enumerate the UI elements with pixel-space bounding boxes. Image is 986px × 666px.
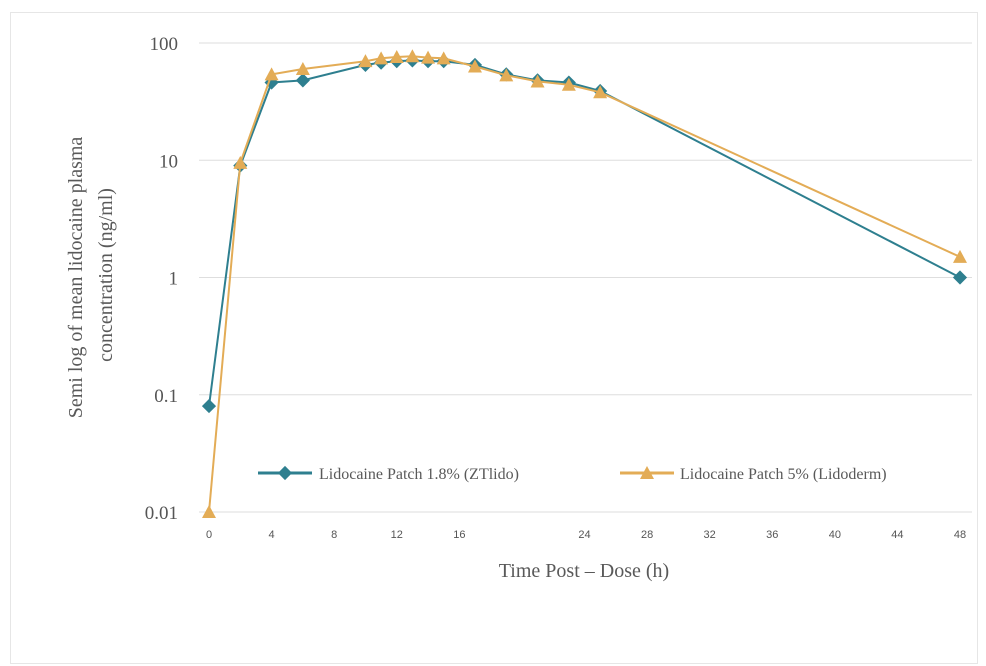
data-point-triangle <box>421 50 436 64</box>
data-point-triangle <box>530 74 545 88</box>
x-tick-label: 28 <box>641 529 653 541</box>
data-point-triangle <box>593 85 608 99</box>
y-tick-label: 0.1 <box>154 386 178 407</box>
series-line <box>208 55 961 513</box>
y-axis-title-line-2: concentration (ng/ml) <box>95 188 117 362</box>
x-tick-label: 8 <box>331 529 337 541</box>
data-point-diamond <box>952 270 968 285</box>
data-point-triangle <box>374 51 389 65</box>
data-point-triangle <box>202 505 216 518</box>
data-point-diamond <box>295 73 310 88</box>
data-point-triangle <box>436 51 451 65</box>
x-tick-label: 48 <box>954 529 966 541</box>
gridlines <box>199 42 972 513</box>
x-tick-label: 12 <box>391 529 403 541</box>
x-tick-label: 40 <box>829 529 841 541</box>
data-point-triangle <box>295 62 310 76</box>
data-point-triangle <box>467 59 482 73</box>
series-lidoderm <box>202 49 967 518</box>
data-point-triangle <box>953 249 967 263</box>
legend-item-lidoderm: Lidocaine Patch 5% (Lidoderm) <box>620 466 887 483</box>
legend-triangle-marker <box>640 466 654 479</box>
x-tick-label: 4 <box>269 529 275 541</box>
data-point-triangle <box>561 77 576 91</box>
legend-diamond-marker <box>277 465 293 481</box>
legend: Lidocaine Patch 1.8% (ZTlido) Lidocaine … <box>258 465 887 483</box>
x-tick-label: 44 <box>891 529 903 541</box>
legend-label-lidoderm: Lidocaine Patch 5% (Lidoderm) <box>680 466 887 483</box>
series-ztlido <box>201 53 968 414</box>
data-point-triangle <box>389 49 404 63</box>
y-tick-label: 1 <box>169 269 179 290</box>
y-axis-ticks: 100 10 1 0.1 0.01 <box>145 34 178 524</box>
y-tick-label: 10 <box>159 151 178 172</box>
legend-label-ztlido: Lidocaine Patch 1.8% (ZTlido) <box>319 466 519 483</box>
y-tick-label: 100 <box>150 34 179 55</box>
data-point-triangle <box>358 54 373 68</box>
data-point-triangle <box>499 68 514 82</box>
series-line <box>208 59 961 407</box>
legend-item-ztlido: Lidocaine Patch 1.8% (ZTlido) <box>258 465 519 483</box>
data-point-triangle <box>405 49 420 63</box>
x-tick-label: 0 <box>206 529 212 541</box>
data-point-diamond <box>201 399 217 414</box>
data-point-triangle <box>233 155 248 169</box>
x-axis-ticks: 0 4 8 12 16 24 28 32 36 40 44 48 <box>206 529 966 541</box>
y-axis-title: Semi log of mean lidocaine plasma concen… <box>65 132 117 419</box>
series-layer <box>201 49 968 518</box>
y-tick-label: 0.01 <box>145 503 178 524</box>
x-axis-title: Time Post – Dose (h) <box>499 560 669 582</box>
data-point-triangle <box>264 67 279 81</box>
x-tick-label: 16 <box>453 529 465 541</box>
x-tick-label: 24 <box>578 529 590 541</box>
x-tick-label: 36 <box>766 529 778 541</box>
y-axis-title-line-1: Semi log of mean lidocaine plasma <box>65 137 87 419</box>
chart-frame <box>10 12 978 664</box>
x-tick-label: 32 <box>704 529 716 541</box>
